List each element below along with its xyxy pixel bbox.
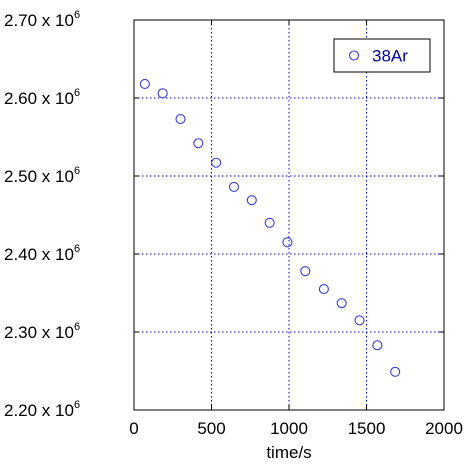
y-tick-label: 2.60 x 106 — [4, 87, 80, 108]
data-point — [175, 114, 186, 125]
data-point — [300, 266, 311, 277]
legend-entry-label: 38Ar — [372, 47, 408, 66]
data-point — [390, 366, 401, 377]
y-tick-label: 2.40 x 106 — [4, 243, 80, 264]
data-point — [264, 217, 275, 228]
data-points — [139, 78, 401, 377]
legend-marker — [348, 50, 360, 61]
axis-ticks — [133, 19, 445, 411]
data-point — [246, 195, 257, 206]
data-point — [354, 315, 365, 326]
x-tick-label: 1000 — [270, 419, 308, 438]
x-tick-label: 2000 — [425, 419, 463, 438]
y-tick-label: 2.70 x 106 — [4, 9, 80, 30]
y-tick-label: 2.20 x 106 — [4, 399, 80, 420]
data-point — [157, 88, 168, 99]
y-axis-tick-labels: 2.20 x 106 2.30 x 106 2.40 x 106 2.50 x 106… — [4, 9, 80, 420]
data-point — [228, 181, 240, 192]
data-point — [193, 138, 204, 149]
data-point — [282, 237, 293, 248]
x-tick-label: 500 — [197, 419, 225, 438]
data-point — [336, 298, 347, 309]
data-point — [318, 284, 329, 295]
x-tick-label: 0 — [129, 419, 138, 438]
x-tick-label: 1500 — [348, 419, 386, 438]
x-axis-label: time/s — [266, 443, 311, 462]
grid-lines — [134, 20, 444, 410]
data-point — [139, 78, 150, 90]
plot-area-frame — [133, 19, 445, 411]
data-point — [372, 340, 383, 351]
legend: 38Ar — [333, 38, 431, 73]
data-point — [211, 157, 222, 168]
x-axis-tick-labels: 0 500 1000 1500 2000 — [129, 419, 463, 438]
y-tick-label: 2.50 x 106 — [4, 165, 80, 186]
y-tick-label: 2.30 x 106 — [4, 321, 80, 342]
